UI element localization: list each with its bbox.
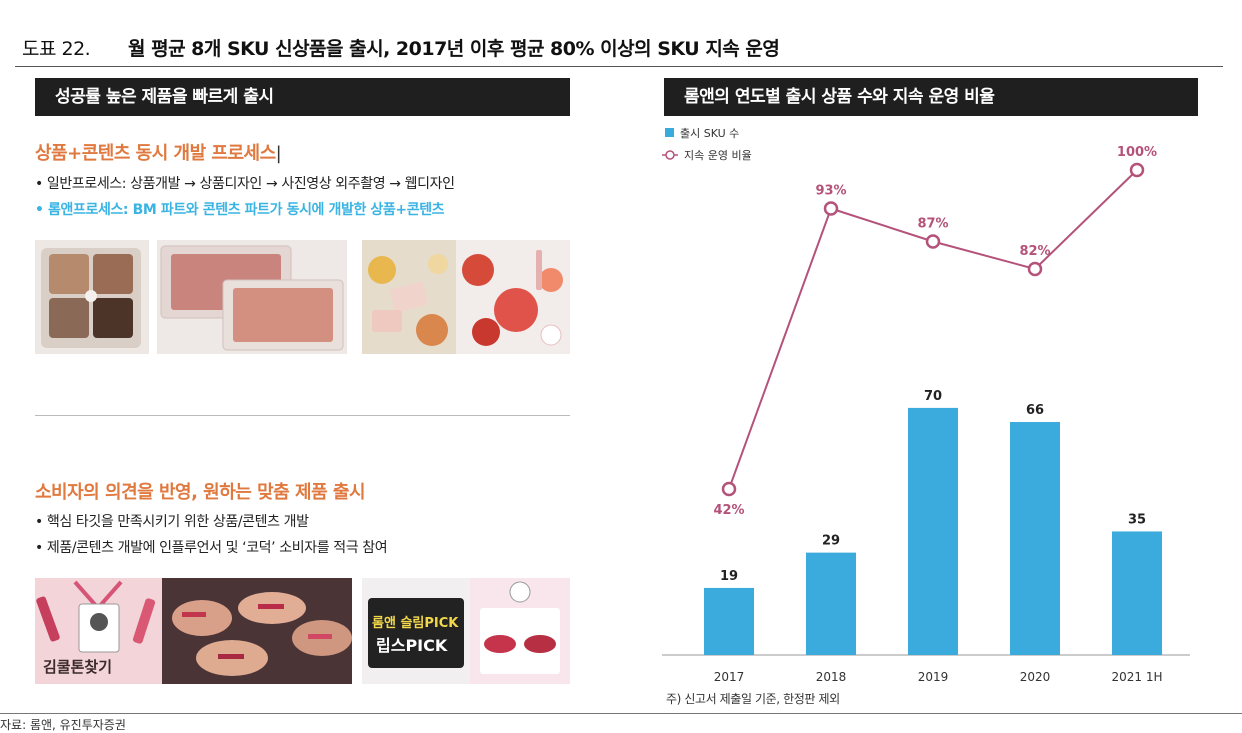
ratio-marker (1129, 162, 1145, 178)
ratio-value-label: 87% (917, 217, 948, 232)
section-divider (35, 415, 570, 416)
section1-bullet-1: • 일반프로세스: 상품개발 → 상품디자인 → 사진영상 외주촬영 → 웹디자… (35, 176, 455, 192)
pick-title-line2: 립스PICK (376, 636, 448, 655)
lips-pick-image: 롬앤 슬림PICK 립스PICK (362, 578, 470, 684)
bar-2021-1H (1112, 531, 1162, 655)
x-tick-label: 2020 (1020, 670, 1051, 684)
bar-2017 (704, 587, 754, 655)
section1-heading: 상품+콘텐츠 동시 개발 프로세스| (35, 143, 282, 164)
ratio-marker (925, 234, 941, 249)
legend-line-marker (665, 150, 675, 160)
bar-2019 (908, 407, 958, 655)
bar-value-label: 66 (1026, 403, 1044, 418)
legend-bar-swatch (665, 128, 674, 137)
bar-value-label: 35 (1128, 512, 1146, 527)
figure-title-text: 월 평균 8개 SKU 신상품을 출시, 2017년 이후 평균 80% 이상의… (128, 38, 780, 60)
x-tick-label: 2019 (918, 670, 949, 684)
section2-bullet-1: • 핵심 타깃을 만족시키기 위한 상품/콘텐츠 개발 (35, 514, 309, 530)
section2-heading: 소비자의 의견을 반영, 원하는 맞춤 제품 출시 (35, 482, 366, 503)
ratio-marker (823, 201, 839, 216)
legend-line-label: 지속 운영 비율 (684, 149, 752, 162)
left-banner: 성공률 높은 제품을 빠르게 출시 (35, 78, 570, 116)
x-tick-label: 2018 (816, 670, 847, 684)
sku-chart: 출시 SKU 수지속 운영 비율 19 2017 29 2018 70 2019 66 2020… (662, 127, 1190, 684)
x-tick-label: 2017 (714, 670, 745, 684)
chart-note: 주) 신고서 제출일 기준, 한정판 제외 (666, 692, 840, 706)
section1-bullet-2: • 롬앤프로세스: BM 파트와 콘텐츠 파트가 동시에 개발한 상품+콘텐츠 (35, 202, 445, 218)
bar-value-label: 29 (822, 534, 840, 549)
bar-value-label: 70 (924, 389, 942, 404)
ratio-value-label: 82% (1019, 244, 1050, 259)
bar-value-label: 19 (720, 569, 738, 584)
kimcool-tone-image: 김쿨톤찾기 (35, 578, 162, 684)
consumer-swatch-photo (162, 578, 352, 684)
title-rule (15, 66, 1223, 67)
figure-label: 도표 22. (22, 38, 91, 60)
right-banner: 롬앤의 연도별 출시 상품 수와 지속 운영 비율 (664, 78, 1198, 116)
ratio-value-label: 100% (1117, 145, 1157, 160)
section2-bullet-2: • 제품/콘텐츠 개발에 인플루언서 및 ‘코덕’ 소비자를 적극 참여 (35, 540, 388, 556)
ratio-value-label: 42% (713, 503, 744, 518)
ratio-value-label: 93% (815, 184, 846, 199)
ratio-marker (721, 481, 737, 497)
source-rule (0, 713, 1242, 714)
bar-2018 (806, 552, 856, 655)
figure-title: 도표 22. 월 평균 8개 SKU 신상품을 출시, 2017년 이후 평균 8… (22, 34, 780, 61)
product-styling-image-1 (362, 240, 456, 354)
source-text: 자료: 롬앤, 유진투자증권 (0, 718, 126, 732)
x-tick-label: 2021 1H (1111, 670, 1162, 684)
legend-bar-label: 출시 SKU 수 (680, 127, 739, 140)
blusher-image (157, 240, 347, 354)
bar-2020 (1010, 422, 1060, 655)
eyeshadow-palette-image (35, 240, 149, 354)
lip-swatch-card-image (470, 578, 570, 684)
product-styling-image-2 (456, 240, 570, 354)
pick-title-line1: 롬앤 슬림PICK (372, 616, 459, 631)
section1-heading-text: 상품+콘텐츠 동시 개발 프로세스 (35, 143, 276, 164)
kimcool-tone-caption: 김쿨톤찾기 (43, 658, 113, 676)
ratio-marker (1027, 261, 1043, 277)
